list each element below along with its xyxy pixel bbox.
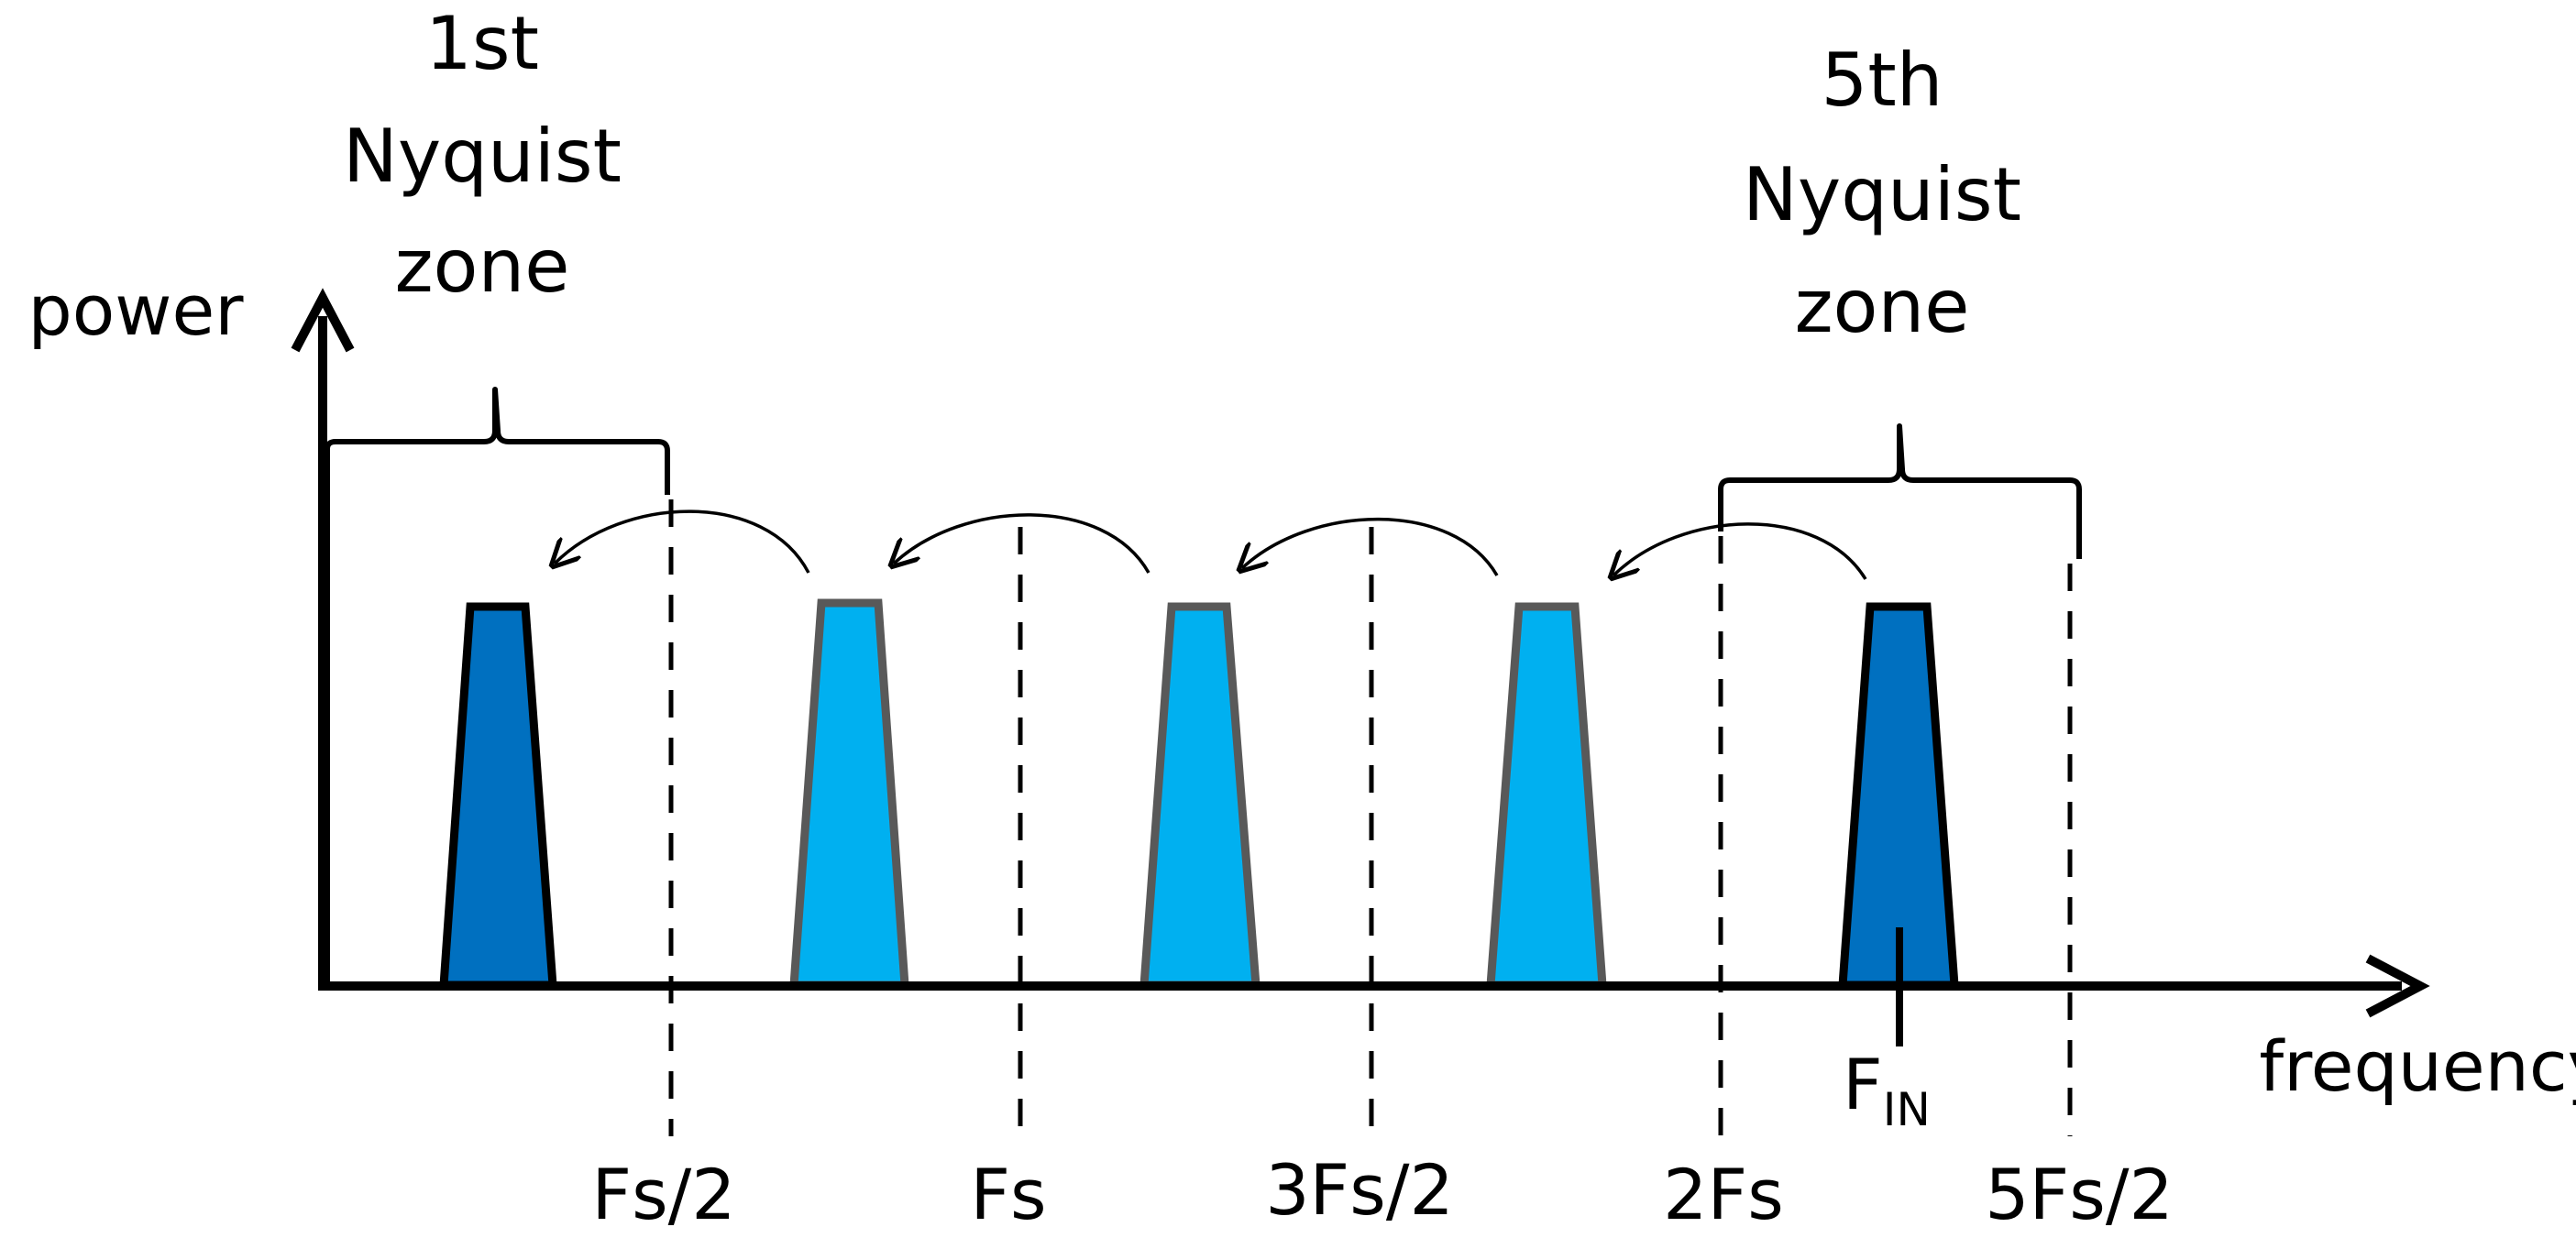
fifth-zone-title-line-3: zone <box>1795 264 1970 349</box>
fifth-zone-bracket <box>1718 423 2082 559</box>
fifth-zone-title-line-1: 5th <box>1822 38 1943 123</box>
input-frequency-label-main: F <box>1843 1044 1883 1125</box>
tick-label-5fs-half: 5Fs/2 <box>1985 1154 2174 1235</box>
x-axis-label: frequency <box>2259 1025 2576 1107</box>
y-axis-label: power <box>28 269 245 351</box>
signal-zone-1 <box>439 602 557 990</box>
first-zone-bracket <box>325 387 670 985</box>
first-zone-title-line-3: zone <box>395 224 570 309</box>
x-axis-arrowhead-icon <box>2365 954 2430 1018</box>
tick-label-2fs: 2Fs <box>1663 1154 1784 1235</box>
tick-label-3fs-half: 3Fs/2 <box>1265 1149 1454 1231</box>
fifth-zone-title-line-2: Nyquist <box>1743 152 2021 237</box>
alias-arrow-2 <box>894 513 1150 574</box>
tick-label-fs-half: Fs/2 <box>591 1154 735 1235</box>
y-axis-arrowhead-icon <box>291 288 355 353</box>
tick-label-fs: Fs <box>970 1154 1046 1235</box>
first-zone-title-line-1: 1st <box>425 1 539 86</box>
alias-zone-2 <box>789 598 909 990</box>
input-frequency-label: FIN <box>1843 1044 1931 1136</box>
alias-arrow-4 <box>1613 522 1867 579</box>
alias-arrow-1 <box>555 509 810 574</box>
alias-arrow-3 <box>1242 517 1499 576</box>
alias-zone-4 <box>1486 602 1607 990</box>
alias-zone-3 <box>1139 602 1260 990</box>
first-zone-title-line-2: Nyquist <box>343 114 622 199</box>
input-frequency-label-sub: IN <box>1883 1083 1931 1136</box>
